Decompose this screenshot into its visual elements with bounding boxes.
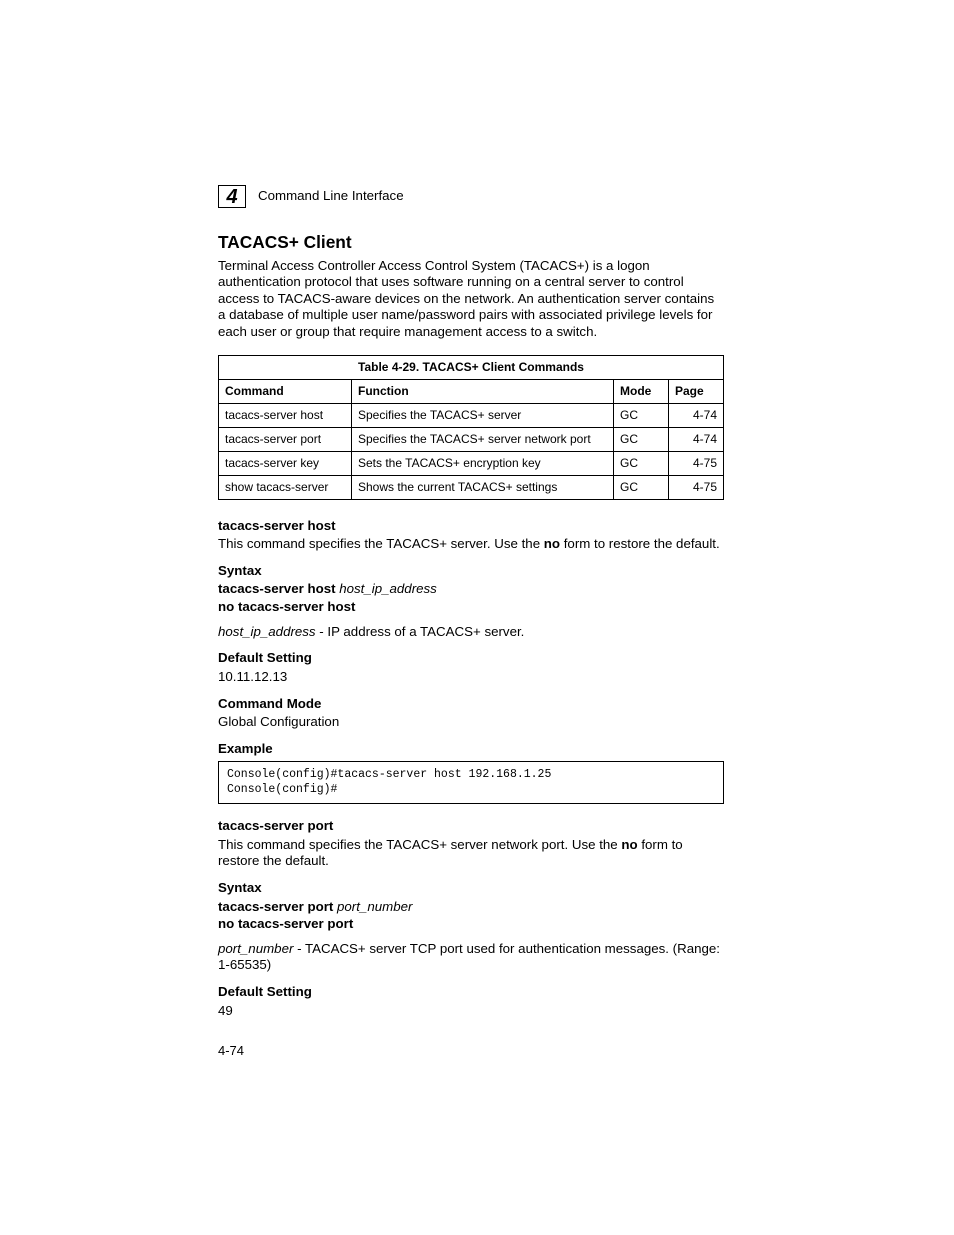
cmd-port-desc: This command specifies the TACACS+ serve… [218, 837, 724, 870]
cmd-host-example-label: Example [218, 741, 724, 758]
cmd-host-example-code: Console(config)#tacacs-server host 192.1… [218, 761, 724, 804]
cmd-host-desc: This command specifies the TACACS+ serve… [218, 536, 724, 553]
cmd-host-default-value: 10.11.12.13 [218, 669, 724, 686]
cmd-host-mode-label: Command Mode [218, 696, 724, 713]
cmd-port-syntax-label: Syntax [218, 880, 724, 897]
cmd-port-default-label: Default Setting [218, 984, 724, 1001]
section-title: TACACS+ Client [218, 232, 724, 254]
cmd-host-name: tacacs-server host [218, 518, 724, 535]
commands-table: Table 4-29. TACACS+ Client Commands Comm… [218, 355, 724, 500]
page-header: 4 Command Line Interface [218, 185, 724, 208]
cmd-port-default-value: 49 [218, 1003, 724, 1020]
page-number: 4-74 [218, 1043, 724, 1059]
cmd-host-default-label: Default Setting [218, 650, 724, 667]
table-row: tacacs-server host Specifies the TACACS+… [219, 403, 724, 427]
cmd-port-syntax-no: no tacacs-server port [218, 916, 724, 933]
page-content: 4 Command Line Interface TACACS+ Client … [0, 0, 954, 1179]
cmd-port-syntax: tacacs-server port port_number [218, 899, 724, 916]
cmd-host-param: host_ip_address - IP address of a TACACS… [218, 624, 724, 641]
table-row: show tacacs-server Shows the current TAC… [219, 475, 724, 499]
col-page: Page [669, 379, 724, 403]
cmd-host-syntax-no: no tacacs-server host [218, 599, 724, 616]
chapter-number-box: 4 [218, 185, 246, 208]
col-function: Function [352, 379, 614, 403]
table-header-row: Command Function Mode Page [219, 379, 724, 403]
intro-paragraph: Terminal Access Controller Access Contro… [218, 258, 724, 341]
cmd-port-param: port_number - TACACS+ server TCP port us… [218, 941, 724, 974]
table-row: tacacs-server port Specifies the TACACS+… [219, 427, 724, 451]
col-mode: Mode [614, 379, 669, 403]
header-text: Command Line Interface [258, 188, 404, 205]
table-row: tacacs-server key Sets the TACACS+ encry… [219, 451, 724, 475]
cmd-port-name: tacacs-server port [218, 818, 724, 835]
table-caption: Table 4-29. TACACS+ Client Commands [218, 355, 724, 379]
cmd-host-syntax: tacacs-server host host_ip_address [218, 581, 724, 598]
cmd-host-syntax-label: Syntax [218, 563, 724, 580]
cmd-host-mode-value: Global Configuration [218, 714, 724, 731]
col-command: Command [219, 379, 352, 403]
